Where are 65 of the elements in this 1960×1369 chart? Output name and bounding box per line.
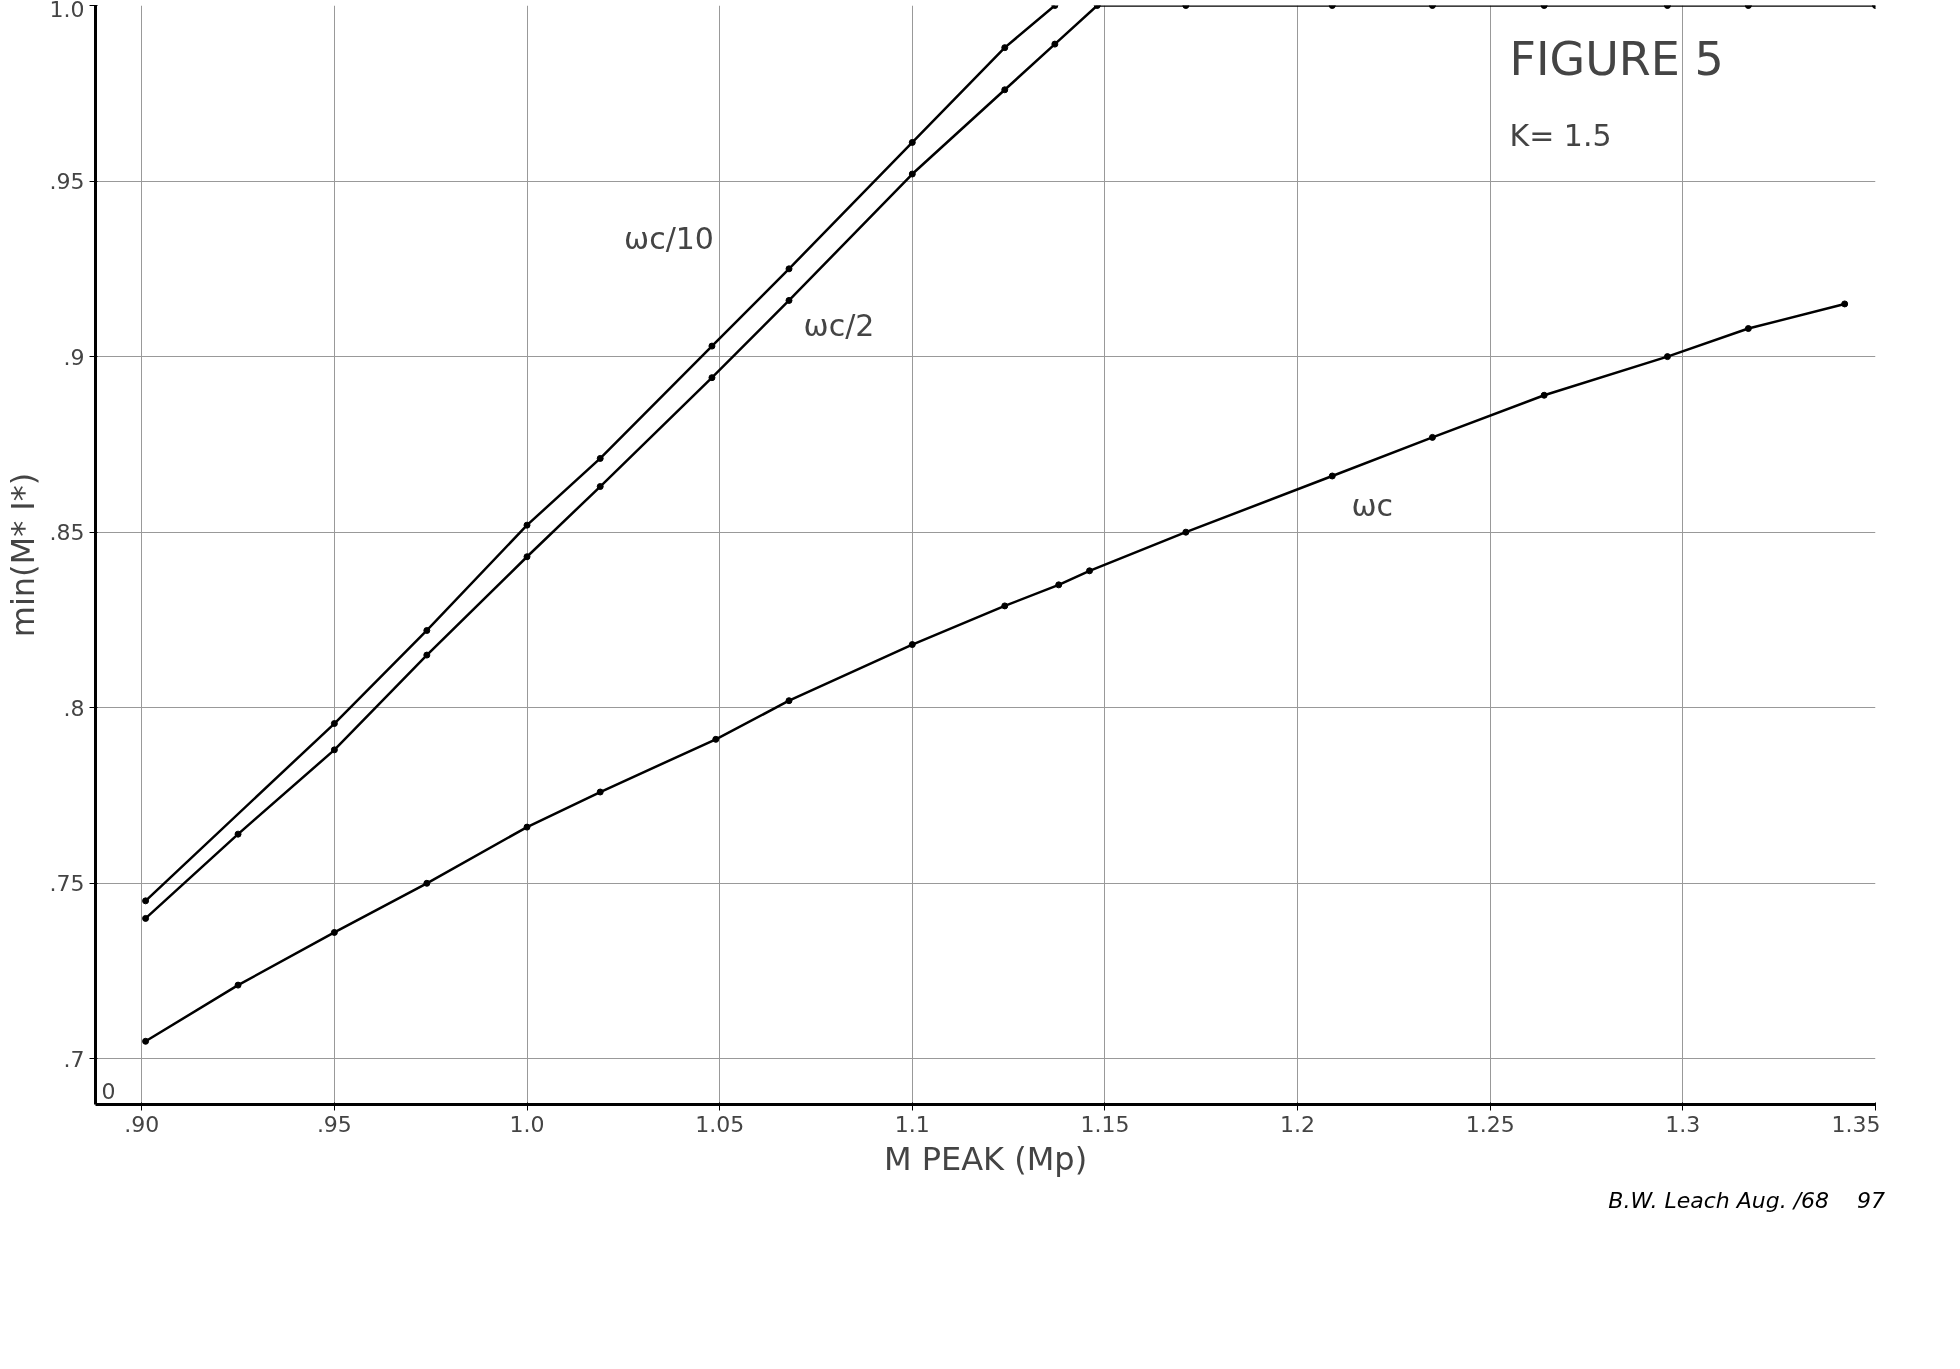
text: K= 1.5 xyxy=(1509,117,1612,153)
text: FIGURE 5 xyxy=(1509,32,1724,87)
point xyxy=(1744,325,1752,333)
point xyxy=(708,374,716,382)
y-axis-title: min(M* I*) xyxy=(3,472,42,638)
point xyxy=(423,651,431,659)
point xyxy=(1540,391,1548,399)
point xyxy=(1001,86,1009,94)
x-axis-title: M PEAK (Mp) xyxy=(883,1139,1088,1178)
point xyxy=(1328,472,1336,480)
x-tick-label: 1.2 xyxy=(1280,1111,1316,1137)
point xyxy=(1663,353,1671,361)
y-tick-label: 1.0 xyxy=(49,0,85,22)
point xyxy=(1182,528,1190,536)
point xyxy=(596,788,604,796)
point xyxy=(908,641,916,649)
x-tick-label: .90 xyxy=(124,1111,160,1137)
point xyxy=(708,342,716,350)
x-tick-label: 1.0 xyxy=(509,1111,545,1137)
point xyxy=(596,454,604,462)
x-tick-label: .95 xyxy=(316,1111,352,1137)
point xyxy=(1051,40,1059,48)
point xyxy=(423,879,431,887)
point xyxy=(142,914,150,922)
x-tick-label: 1.15 xyxy=(1080,1111,1130,1137)
point xyxy=(330,928,338,936)
x-tick-label: 1.35 xyxy=(1831,1111,1881,1137)
y-tick-label: .8 xyxy=(63,695,85,721)
y-tick-label: .85 xyxy=(49,520,85,546)
annotation: 0 xyxy=(101,1078,116,1104)
annotation: ωc/10 xyxy=(624,221,714,257)
point xyxy=(1428,433,1436,441)
x-tick-label: 1.3 xyxy=(1665,1111,1701,1137)
annotation: ωc xyxy=(1351,488,1394,524)
y-tick-label: .9 xyxy=(63,344,85,370)
point xyxy=(712,735,720,743)
point xyxy=(596,483,604,491)
point xyxy=(330,746,338,754)
point xyxy=(234,830,242,838)
point xyxy=(908,138,916,146)
point xyxy=(330,720,338,728)
y-tick-label: .75 xyxy=(49,871,85,897)
y-tick-label: .95 xyxy=(49,169,85,195)
point xyxy=(142,897,150,905)
x-tick-label: 1.25 xyxy=(1465,1111,1515,1137)
point xyxy=(523,521,531,529)
point xyxy=(523,553,531,561)
point xyxy=(234,981,242,989)
point xyxy=(908,170,916,178)
point xyxy=(785,265,793,273)
text: B.W. Leach Aug. /68 97 xyxy=(1608,1188,1885,1213)
point xyxy=(1001,602,1009,610)
point xyxy=(785,296,793,304)
annotation: ωc/2 xyxy=(803,307,875,343)
point xyxy=(785,697,793,705)
y-tick-label: .7 xyxy=(63,1046,85,1072)
point xyxy=(523,823,531,831)
point xyxy=(1086,567,1094,575)
point xyxy=(1055,581,1063,589)
point xyxy=(142,1037,150,1045)
x-tick-label: 1.1 xyxy=(894,1111,930,1137)
point xyxy=(1841,300,1849,308)
x-tick-label: 1.05 xyxy=(695,1111,745,1137)
point xyxy=(423,627,431,634)
point xyxy=(1001,44,1009,52)
